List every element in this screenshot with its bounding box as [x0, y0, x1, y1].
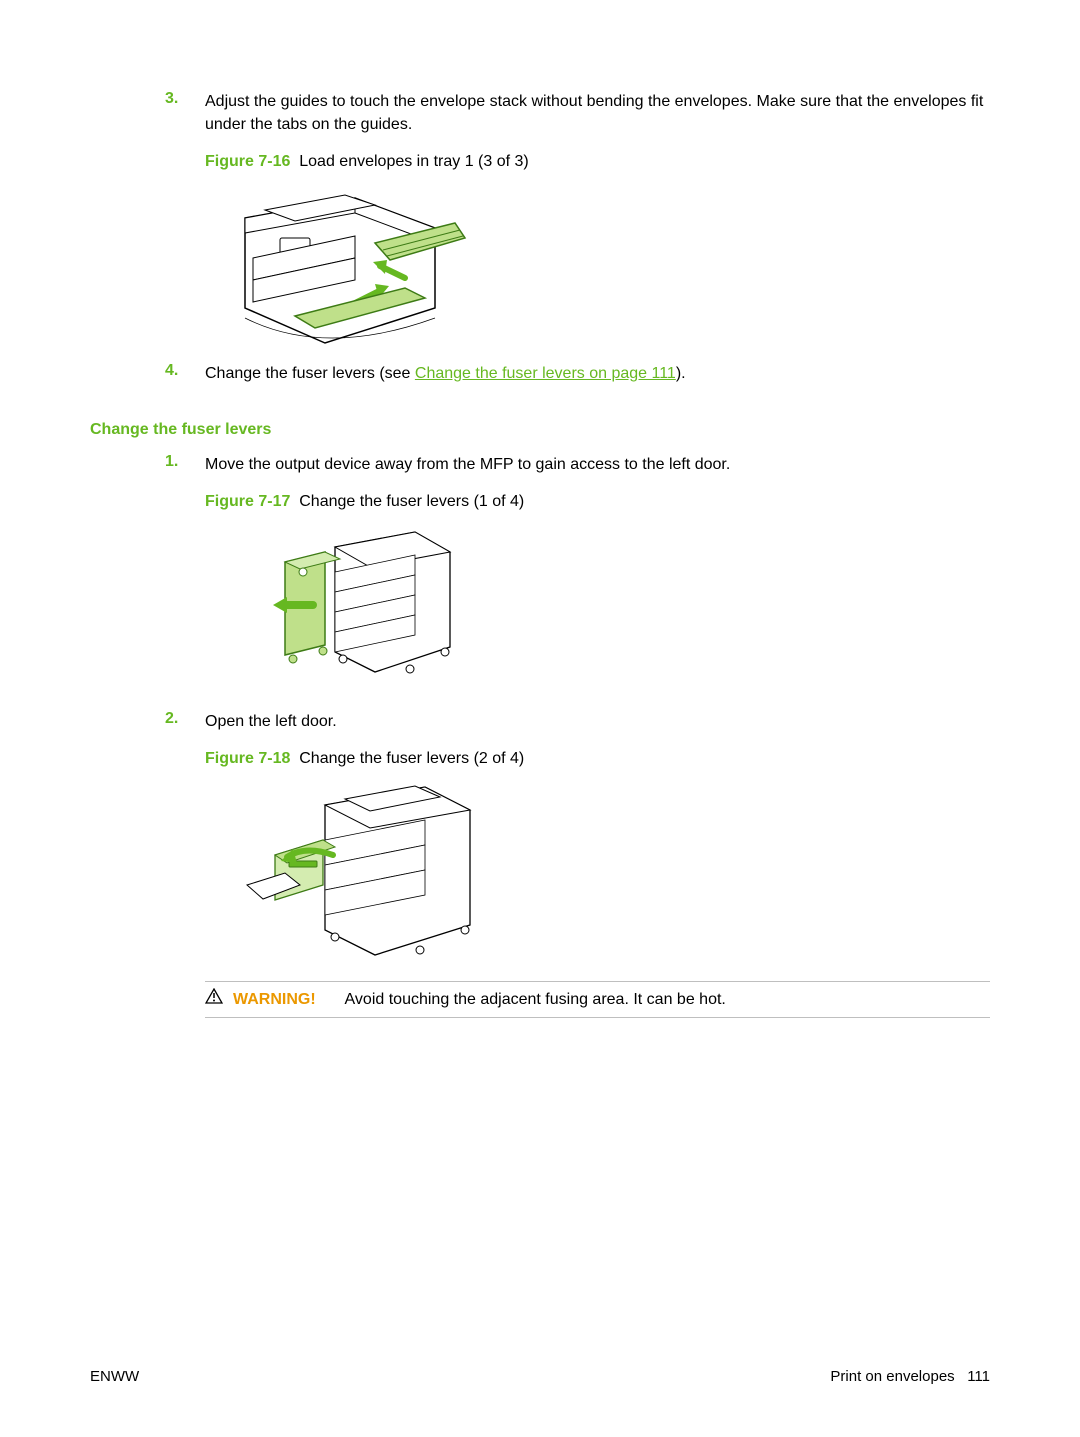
content-block-b: 1. Move the output device away from the …: [165, 453, 990, 1018]
step-text: Move the output device away from the MFP…: [205, 453, 990, 476]
page-footer: ENWW Print on envelopes 111: [90, 1368, 990, 1385]
xref-link[interactable]: Change the fuser levers on page 111: [415, 365, 676, 382]
figure-caption: Figure 7-16 Load envelopes in tray 1 (3 …: [205, 150, 990, 173]
step-number: 1.: [165, 453, 205, 682]
warning-label: WARNING!: [233, 988, 316, 1011]
figure-label: Figure 7-16: [205, 153, 290, 170]
page: 3. Adjust the guides to touch the envelo…: [0, 0, 1080, 1437]
fuser-step-1: 1. Move the output device away from the …: [165, 453, 990, 682]
step-text: Change the fuser levers (see Change the …: [205, 362, 990, 385]
footer-right: Print on envelopes 111: [830, 1368, 990, 1385]
step-body: Change the fuser levers (see Change the …: [205, 362, 990, 399]
step-number: 3.: [165, 90, 205, 348]
step-number: 4.: [165, 362, 205, 399]
figure-caption-text: Change the fuser levers (2 of 4): [299, 750, 524, 767]
step-text: Open the left door.: [205, 710, 990, 733]
figure-caption-text: Change the fuser levers (1 of 4): [299, 493, 524, 510]
warning-callout: WARNING! Avoid touching the adjacent fus…: [205, 981, 990, 1018]
step-3: 3. Adjust the guides to touch the envelo…: [165, 90, 990, 348]
step-body: Open the left door. Figure 7-18 Change t…: [205, 710, 990, 1018]
warning-icon: [205, 988, 223, 1011]
figure-7-18-illustration: [245, 785, 477, 965]
figure-caption: Figure 7-17 Change the fuser levers (1 o…: [205, 490, 990, 513]
section-heading: Change the fuser levers: [90, 421, 990, 439]
step-body: Move the output device away from the MFP…: [205, 453, 990, 682]
fuser-step-2: 2. Open the left door. Figure 7-18 Chang…: [165, 710, 990, 1018]
figure-caption: Figure 7-18 Change the fuser levers (2 o…: [205, 747, 990, 770]
figure-7-16-illustration: [205, 188, 469, 348]
figure-label: Figure 7-18: [205, 750, 290, 767]
step-4: 4. Change the fuser levers (see Change t…: [165, 362, 990, 399]
figure-caption-text: Load envelopes in tray 1 (3 of 3): [299, 153, 528, 170]
step-text-before: Change the fuser levers (see: [205, 365, 415, 382]
step-body: Adjust the guides to touch the envelope …: [205, 90, 990, 348]
step-text-after: ).: [676, 365, 686, 382]
footer-page-number: 111: [967, 1368, 990, 1385]
content-block-a: 3. Adjust the guides to touch the envelo…: [165, 90, 990, 399]
figure-label: Figure 7-17: [205, 493, 290, 510]
step-number: 2.: [165, 710, 205, 1018]
footer-left: ENWW: [90, 1368, 139, 1385]
footer-section: Print on envelopes: [830, 1368, 954, 1385]
figure-7-17-illustration: [265, 527, 455, 682]
warning-text: Avoid touching the adjacent fusing area.…: [345, 988, 726, 1011]
step-text: Adjust the guides to touch the envelope …: [205, 90, 990, 136]
